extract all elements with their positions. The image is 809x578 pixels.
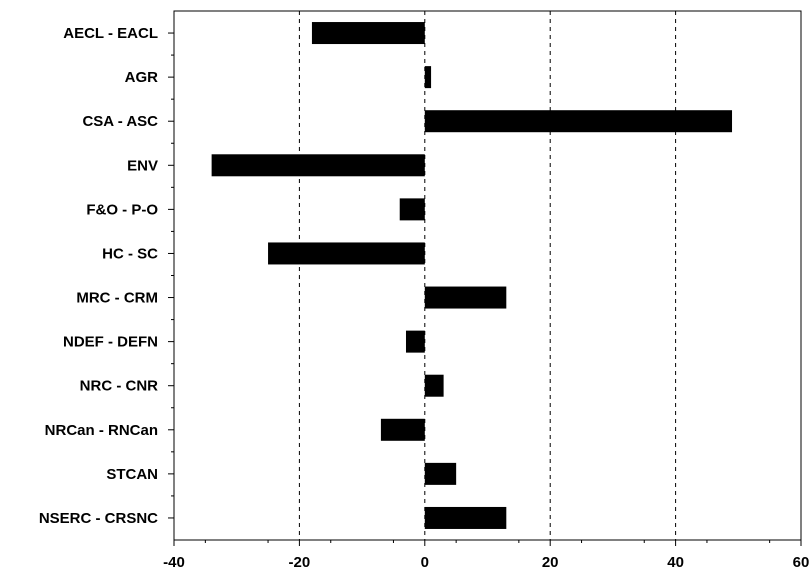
x-tick-label: 20 <box>542 554 559 571</box>
x-tick-label: -40 <box>163 554 185 571</box>
x-tick-label: 0 <box>421 554 429 571</box>
x-tick-label: 60 <box>793 554 809 571</box>
bar <box>399 198 425 221</box>
bar <box>380 418 425 441</box>
bar <box>424 506 507 529</box>
category-labels: AECL - EACL AGR CSA - ASC ENV F&O - P-O HC - … <box>39 25 174 527</box>
category-label: STCAN <box>106 466 158 483</box>
bar <box>405 330 425 353</box>
bar <box>424 374 444 397</box>
x-tick-label: 40 <box>667 554 684 571</box>
category-label: MRC - CRM <box>76 290 158 307</box>
bar <box>424 286 507 309</box>
category-label: CSA - ASC <box>82 113 158 130</box>
category-label: NDEF - DEFN <box>63 334 158 351</box>
bar <box>211 154 425 177</box>
plot-frame <box>173 10 802 541</box>
grid-lines <box>298 11 677 540</box>
x-tick-label: -20 <box>289 554 311 571</box>
bar <box>424 462 457 485</box>
category-label: NRC - CNR <box>80 378 158 395</box>
category-label: NSERC - CRSNC <box>39 510 158 527</box>
bar <box>268 242 425 265</box>
category-label: HC - SC <box>102 245 158 262</box>
bar <box>424 110 733 133</box>
x-ticks: -40 -20 0 20 40 60 <box>163 540 809 571</box>
category-label: F&O - P-O <box>86 201 158 218</box>
bars <box>211 22 733 529</box>
bar <box>311 22 425 45</box>
category-label: AGR <box>125 69 159 86</box>
category-label: ENV <box>127 157 158 174</box>
bar <box>424 66 432 89</box>
category-label: NRCan - RNCan <box>45 422 158 439</box>
category-label: AECL - EACL <box>63 25 158 42</box>
